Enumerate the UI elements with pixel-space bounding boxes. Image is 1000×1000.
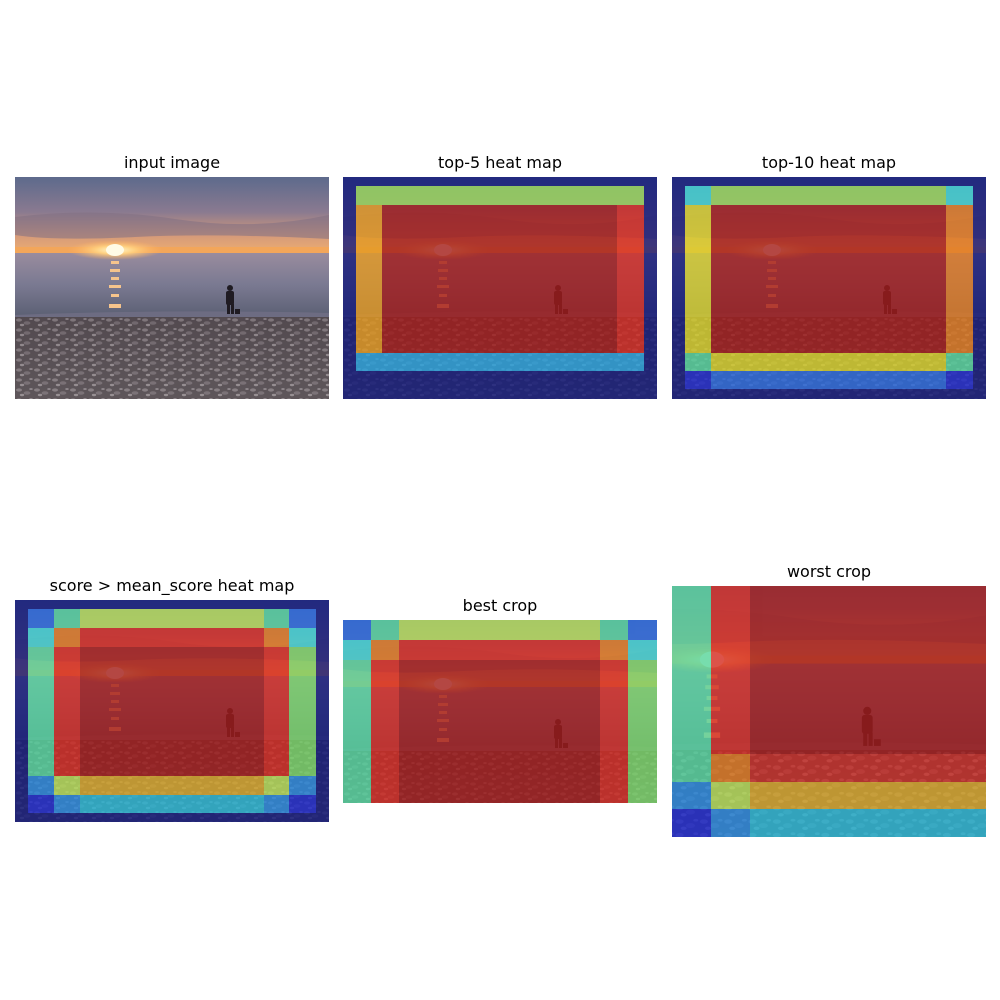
panel-title-mean: score > mean_score heat map (49, 576, 295, 595)
panel-title-worst: worst crop (786, 562, 872, 581)
top10-heatmap (672, 177, 986, 399)
panel-title-input: input image (123, 153, 221, 172)
heatmap-overlay (672, 177, 986, 399)
best-crop (343, 620, 657, 803)
heatmap-overlay (672, 586, 986, 837)
heatmap-overlay (343, 177, 657, 399)
panel-title-top10: top-10 heat map (761, 153, 897, 172)
worst-crop (672, 586, 986, 837)
panel-title-best: best crop (462, 596, 538, 615)
heatmap-overlay (15, 600, 329, 822)
mean-score-heatmap (15, 600, 329, 822)
heatmap-overlay (343, 620, 657, 803)
top5-heatmap (343, 177, 657, 399)
panel-title-top5: top-5 heat map (438, 153, 562, 172)
input-image (15, 177, 329, 399)
